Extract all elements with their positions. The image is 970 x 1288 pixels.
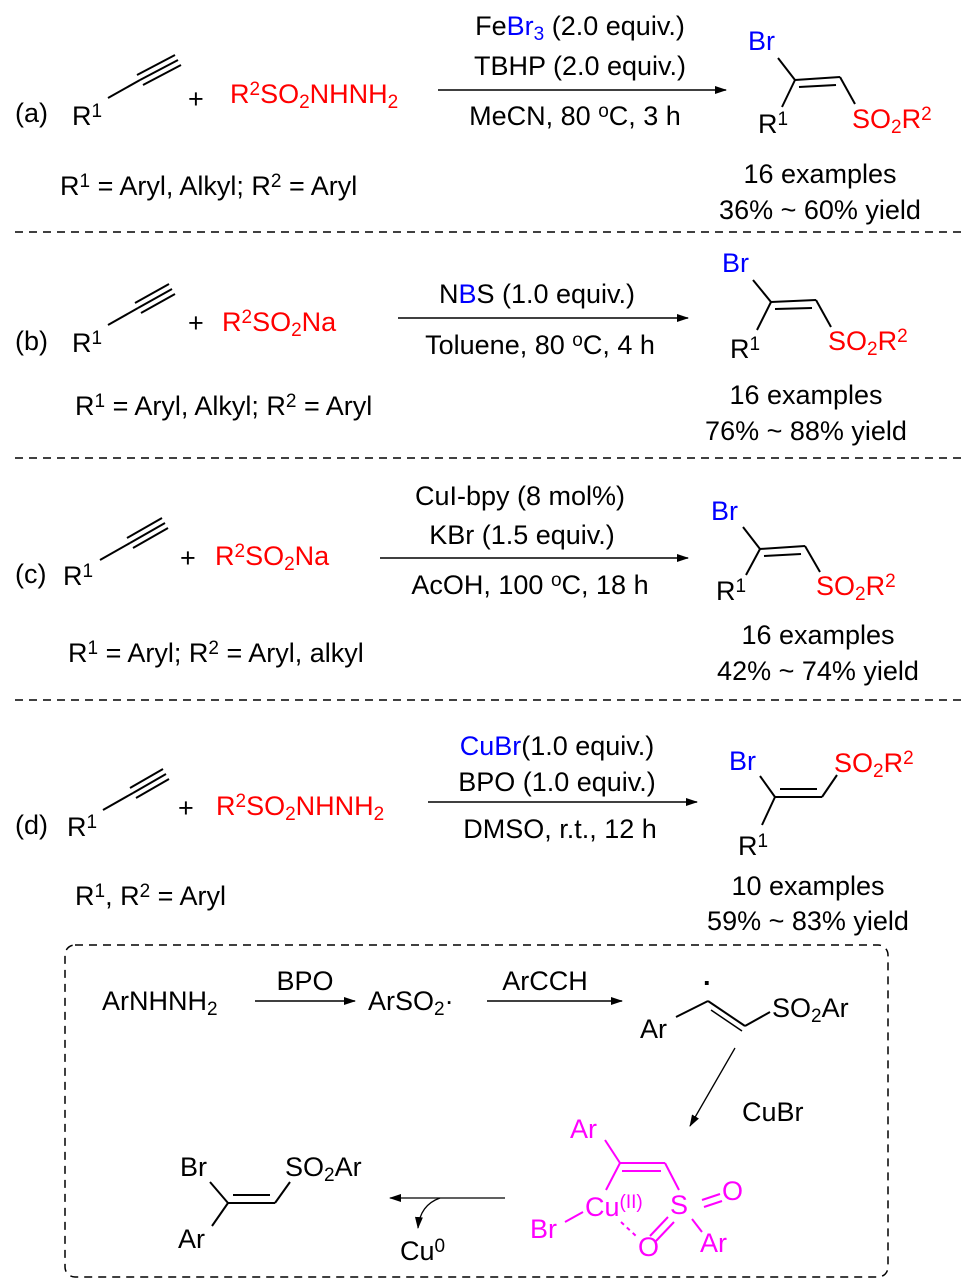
mechanism-border — [64, 944, 889, 1278]
alkyne-substituent: R1 — [63, 561, 93, 591]
mech-step2-reagent: ArCCH — [502, 966, 588, 996]
vinyl-radical-dot: · — [703, 968, 712, 998]
product-bonds — [752, 279, 832, 331]
condition-2: TBHP (2.0 equiv.) — [474, 51, 686, 81]
alkyne-substituent: R1 — [72, 101, 102, 131]
complex-br: Br — [530, 1214, 557, 1244]
alkyne-substituent: R1 — [67, 812, 97, 842]
panel-c: (c) R1 + R2SO2Na CuI-bpy (8 mol%) KBr (1… — [15, 481, 919, 686]
reagent: R2SO2NHNH2 — [216, 791, 384, 825]
mech-arrow-3 — [689, 1047, 736, 1127]
mech-product-so2ar: SO2Ar — [285, 1152, 362, 1186]
product-bonds — [742, 526, 821, 576]
condition-1: NBS (1.0 equiv.) — [439, 279, 635, 309]
product-br: Br — [711, 496, 738, 526]
examples-count: 16 examples — [729, 380, 882, 410]
condition-2: BPO (1.0 equiv.) — [458, 767, 656, 797]
product-br: Br — [722, 248, 749, 278]
yield-range: 36% ~ 60% yield — [719, 195, 921, 225]
product-so2r2: SO2R2 — [852, 104, 932, 138]
mech-product-ar: Ar — [178, 1224, 205, 1254]
condition-1: FeBr3 (2.0 equiv.) — [475, 11, 685, 45]
plus-sign: + — [180, 543, 196, 573]
product-bonds — [759, 774, 838, 826]
panel-label: (b) — [15, 326, 48, 356]
plus-sign: + — [188, 308, 204, 338]
yield-range: 76% ~ 88% yield — [705, 416, 907, 446]
alkyne-triple-bond — [99, 517, 169, 561]
condition-3: AcOH, 100 oC, 18 h — [411, 570, 648, 600]
product-r1: R1 — [758, 109, 788, 139]
alkyne-substituent: R1 — [72, 328, 102, 358]
complex-ar-top: Ar — [570, 1114, 597, 1144]
vinyl-ar: Ar — [640, 1014, 667, 1044]
examples-count: 16 examples — [741, 620, 894, 650]
mech-step1-reagent: BPO — [276, 966, 333, 996]
curved-arrow — [414, 1197, 441, 1229]
product-r1: R1 — [716, 576, 746, 606]
reagent: R2SO2NHNH2 — [230, 79, 398, 113]
panel-b: (b) R1 + R2SO2Na NBS (1.0 equiv.) Toluen… — [15, 248, 908, 446]
condition-2: KBr (1.5 equiv.) — [429, 520, 615, 550]
product-br: Br — [729, 746, 756, 776]
plus-sign: + — [178, 793, 194, 823]
product-br: Br — [748, 26, 775, 56]
condition-1: CuBr(1.0 equiv.) — [460, 731, 655, 761]
condition-2: Toluene, 80 oC, 4 h — [425, 330, 655, 360]
panel-label: (c) — [15, 559, 46, 589]
reagent: R2SO2Na — [215, 541, 330, 575]
product-bonds — [777, 57, 856, 108]
complex-o-right: O — [722, 1176, 743, 1206]
panel-d: (d) R1 + R2SO2NHNH2 CuBr(1.0 equiv.) BPO… — [15, 731, 914, 936]
panel-label: (a) — [15, 98, 48, 128]
condition-3: MeCN, 80 oC, 3 h — [469, 101, 681, 131]
complex-s: S — [670, 1190, 688, 1220]
product-so2r2: SO2R2 — [816, 571, 896, 605]
panel-label: (d) — [15, 810, 48, 840]
product-so2r2: SO2R2 — [834, 748, 914, 782]
mech-start: ArNHNH2 — [102, 986, 218, 1020]
examples-count: 16 examples — [743, 159, 896, 189]
product-r1: R1 — [738, 831, 768, 861]
mech-product-br: Br — [180, 1152, 207, 1182]
alkyne-triple-bond — [102, 768, 170, 811]
examples-count: 10 examples — [731, 871, 884, 901]
reagent: R2SO2Na — [222, 307, 337, 341]
product-so2r2: SO2R2 — [828, 326, 908, 360]
substrate-scope: R1, R2 = Aryl — [75, 881, 226, 911]
mech-step3-reagent: CuBr — [742, 1097, 804, 1127]
vinyl-radical-bonds — [675, 1000, 771, 1032]
yield-range: 59% ~ 83% yield — [707, 906, 909, 936]
panel-a: (a) R1 + R2SO2NHNH2 FeBr3 (2.0 equiv.) T… — [15, 11, 932, 225]
substrate-scope: R1 = Aryl; R2 = Aryl, alkyl — [68, 638, 364, 668]
mechanism-box: ArNHNH2 BPO ArSO2· ArCCH Ar · SO2Ar CuBr… — [64, 944, 889, 1278]
yield-range: 42% ~ 74% yield — [717, 656, 919, 686]
substrate-scope: R1 = Aryl, Alkyl; R2 = Aryl — [60, 171, 357, 201]
product-r1: R1 — [730, 334, 760, 364]
mech-sulfonyl-radical: ArSO2· — [368, 986, 454, 1020]
plus-sign: + — [188, 84, 204, 114]
complex-o-bottom: O — [638, 1232, 659, 1262]
alkyne-triple-bond — [107, 283, 176, 326]
complex-cu: Cu(II) — [585, 1192, 643, 1222]
mech-byproduct: Cu0 — [400, 1236, 445, 1266]
complex-ar-s: Ar — [700, 1228, 727, 1258]
condition-1: CuI-bpy (8 mol%) — [415, 481, 625, 511]
alkyne-triple-bond — [107, 54, 182, 99]
vinyl-so2ar: SO2Ar — [772, 993, 849, 1027]
mech-product-bonds — [209, 1181, 291, 1227]
copper-complex: Ar Cu(II) S O O Ar Br — [530, 1114, 743, 1262]
condition-3: DMSO, r.t., 12 h — [463, 814, 657, 844]
substrate-scope: R1 = Aryl, Alkyl; R2 = Aryl — [75, 391, 372, 421]
